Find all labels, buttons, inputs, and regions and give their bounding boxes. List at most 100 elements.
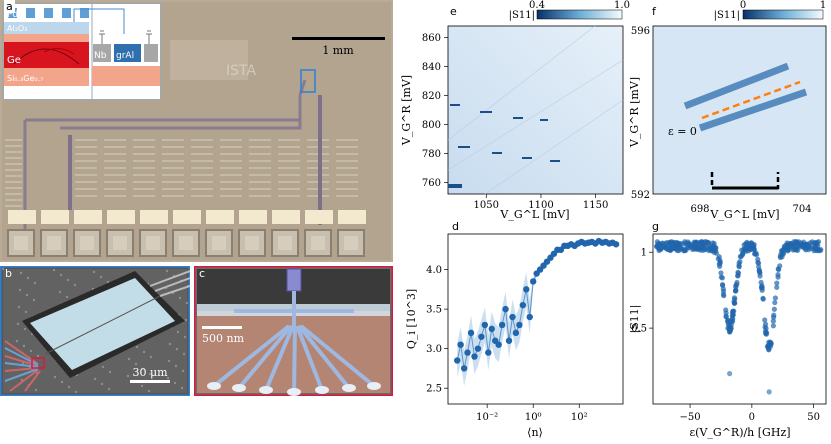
- s11-dip-min: [766, 389, 772, 395]
- scale-bar-c: [202, 326, 242, 329]
- s11-point: [787, 241, 793, 247]
- detuning-axis: [701, 80, 801, 120]
- scale-bar-b: [130, 380, 170, 383]
- s11-point: [771, 306, 777, 312]
- s11-point: [725, 325, 731, 331]
- transition-points: [448, 104, 560, 188]
- s11-point: [725, 317, 731, 323]
- s11-point: [654, 242, 661, 249]
- s11-point: [739, 252, 745, 258]
- qi-point: [512, 329, 520, 337]
- s11-point: [770, 318, 776, 324]
- qi-point: [523, 286, 530, 293]
- s11-point: [751, 251, 758, 257]
- qi-point: [509, 313, 516, 321]
- xtick-e-1: 1100: [528, 200, 553, 211]
- zoom-box-red: [31, 357, 45, 369]
- s11-point: [681, 246, 688, 252]
- panel-a: ISTA 1 mm Pd Al₂O₃ Ge Si₀.₃Ge₀.₇: [0, 0, 393, 262]
- qi-point: [519, 301, 527, 309]
- s11-point: [747, 246, 754, 253]
- s11-point: [664, 240, 670, 246]
- s11-point: [781, 244, 787, 251]
- colorbar-f-max: 1: [820, 0, 826, 11]
- qi-point: [454, 357, 461, 364]
- layer-sige-label: Si₀.₃Ge₀.₇: [7, 74, 43, 83]
- s11-point: [768, 341, 774, 347]
- s11-point: [731, 300, 738, 306]
- xlabel-f: V_G^L [mV]: [709, 208, 779, 221]
- s11-point: [717, 259, 723, 265]
- xtick-d-0: 10⁻²: [476, 412, 498, 423]
- logo-block: [170, 40, 248, 80]
- colorbar-f: [742, 9, 824, 20]
- xtick-g-1: 0: [749, 412, 755, 423]
- ytick-d-2: 3.5: [426, 305, 442, 316]
- ylabel-g: |S11|: [630, 305, 642, 334]
- xtick-g-0: −50: [680, 412, 701, 423]
- epsilon-zero-label: ε = 0: [668, 125, 697, 138]
- sensor-gate: [286, 268, 302, 292]
- s11-point: [731, 295, 738, 301]
- panel-label-g: g: [652, 222, 659, 233]
- stack-inset: Pd Al₂O₃ Ge Si₀.₃Ge₀.₇ Nb grAl: [3, 3, 161, 100]
- colorbar-e-max: 1.0: [614, 0, 630, 11]
- qi-point: [502, 305, 509, 313]
- s11-point: [723, 307, 729, 313]
- s11-point: [772, 295, 779, 301]
- s11-point: [730, 309, 736, 315]
- qi-point: [478, 333, 485, 340]
- s11-point: [770, 323, 776, 329]
- xlabel-d: ⟨n⟩: [527, 426, 543, 439]
- axes-d: [447, 233, 624, 405]
- s11-point: [776, 266, 782, 273]
- ytick-f-bottom: 592: [631, 190, 650, 201]
- panel-label-a: a: [4, 0, 15, 13]
- s11-point: [812, 240, 818, 246]
- transition-lines: [683, 62, 808, 132]
- qi-point: [485, 349, 492, 356]
- s11-point: [758, 279, 764, 286]
- s11-point: [718, 270, 724, 276]
- xtick-f-1: 704: [792, 204, 811, 215]
- panel-label-e: e: [450, 5, 457, 18]
- qi-point: [526, 313, 533, 321]
- xtick-d-2: 10²: [571, 412, 588, 423]
- s11-point: [735, 273, 741, 279]
- svg-text:ISTA: ISTA: [226, 63, 256, 79]
- xtick-e-0: 1050: [474, 200, 499, 211]
- s11-dip-min: [727, 371, 733, 377]
- s11-point: [730, 316, 736, 322]
- layer-ge-label: Ge: [7, 55, 21, 66]
- ytick-e-0: 860: [422, 33, 441, 44]
- qi-point: [498, 321, 506, 329]
- qi-point: [460, 365, 468, 372]
- s11-point: [762, 317, 768, 323]
- ytick-d-3: 4.0: [426, 265, 442, 276]
- s11-point: [720, 282, 726, 288]
- s11-point: [658, 242, 664, 248]
- xtick-e-2: 1150: [583, 200, 608, 211]
- panel-d: d 2.5 3.0 3.5 4.0 10⁻² 10⁰ 10² Q_i [10^3] ⟨n⟩: [395, 220, 630, 440]
- s11-point: [733, 284, 739, 290]
- ylabel-d: Q_i [10^3]: [405, 289, 418, 349]
- zoom-box-blue: [300, 69, 316, 93]
- qi-point: [516, 321, 523, 329]
- s11-point: [814, 248, 820, 254]
- qi-point: [529, 278, 537, 285]
- ytick-e-5: 760: [422, 178, 441, 189]
- stability-map-e: [447, 25, 624, 195]
- qi-point: [495, 341, 502, 348]
- panel-f: f |S11| 0 1 ε = 0 596 592 698 704 V_G^R …: [628, 0, 831, 222]
- s11-point: [676, 245, 683, 251]
- qi-point: [612, 241, 620, 248]
- s11-point: [759, 285, 765, 291]
- panel-g: g 0.5 1 −50 0 50 |S11| ε(V_G^R)/h [GHz]: [628, 220, 831, 440]
- qi-point: [505, 337, 513, 344]
- s11-point: [748, 240, 755, 246]
- qi-point: [467, 329, 475, 337]
- ytick-d-1: 3.0: [426, 344, 442, 355]
- qi-point: [471, 353, 478, 360]
- s11-point: [774, 284, 780, 290]
- s11-point: [736, 263, 742, 269]
